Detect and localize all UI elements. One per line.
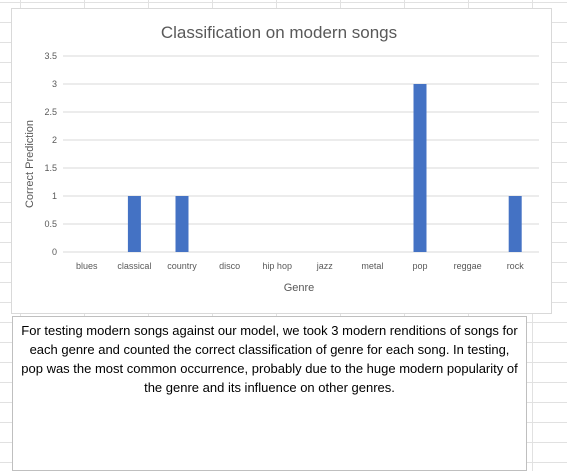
x-tick-label: country	[167, 261, 197, 271]
x-tick-label: hip hop	[262, 261, 292, 271]
caption-text: For testing modern songs against our mod…	[21, 323, 518, 395]
y-tick-label: 0	[52, 247, 57, 257]
bar-pop	[413, 84, 427, 252]
x-tick-label: jazz	[316, 261, 334, 271]
bars	[127, 84, 522, 252]
x-tick-label: reggae	[454, 261, 482, 271]
y-tick-label: 2.5	[44, 107, 57, 117]
y-tick-label: 1	[52, 191, 57, 201]
chart-title: Classification on modern songs	[161, 23, 397, 42]
x-tick-label: pop	[412, 261, 427, 271]
y-tick-label: 3.5	[44, 51, 57, 61]
bar-rock	[508, 196, 522, 252]
x-tick-label: metal	[361, 261, 383, 271]
y-axis-ticks: 0 0.5 1 1.5 2 2.5 3 3.5	[44, 51, 57, 257]
y-axis-label: Correct Prediction	[24, 120, 36, 208]
bar-classical	[127, 196, 141, 252]
chart-container[interactable]: Classification on modern songs 0 0.5 1 1.5 2…	[11, 8, 552, 314]
y-tick-label: 2	[52, 135, 57, 145]
gridlines	[63, 55, 539, 253]
x-tick-label: blues	[76, 261, 98, 271]
x-tick-label: disco	[219, 261, 240, 271]
bar-chart: Classification on modern songs 0 0.5 1 1.5 2…	[24, 23, 539, 294]
x-axis-label: Genre	[284, 282, 315, 294]
y-tick-label: 3	[52, 79, 57, 89]
x-tick-label: rock	[507, 261, 525, 271]
y-tick-label: 0.5	[44, 219, 57, 229]
caption-textbox[interactable]: For testing modern songs against our mod…	[12, 316, 527, 471]
y-tick-label: 1.5	[44, 163, 57, 173]
bar-country	[175, 196, 189, 252]
x-tick-label: classical	[117, 261, 151, 271]
x-axis-ticks: blues classical country disco hip hop jazz met…	[76, 261, 524, 271]
